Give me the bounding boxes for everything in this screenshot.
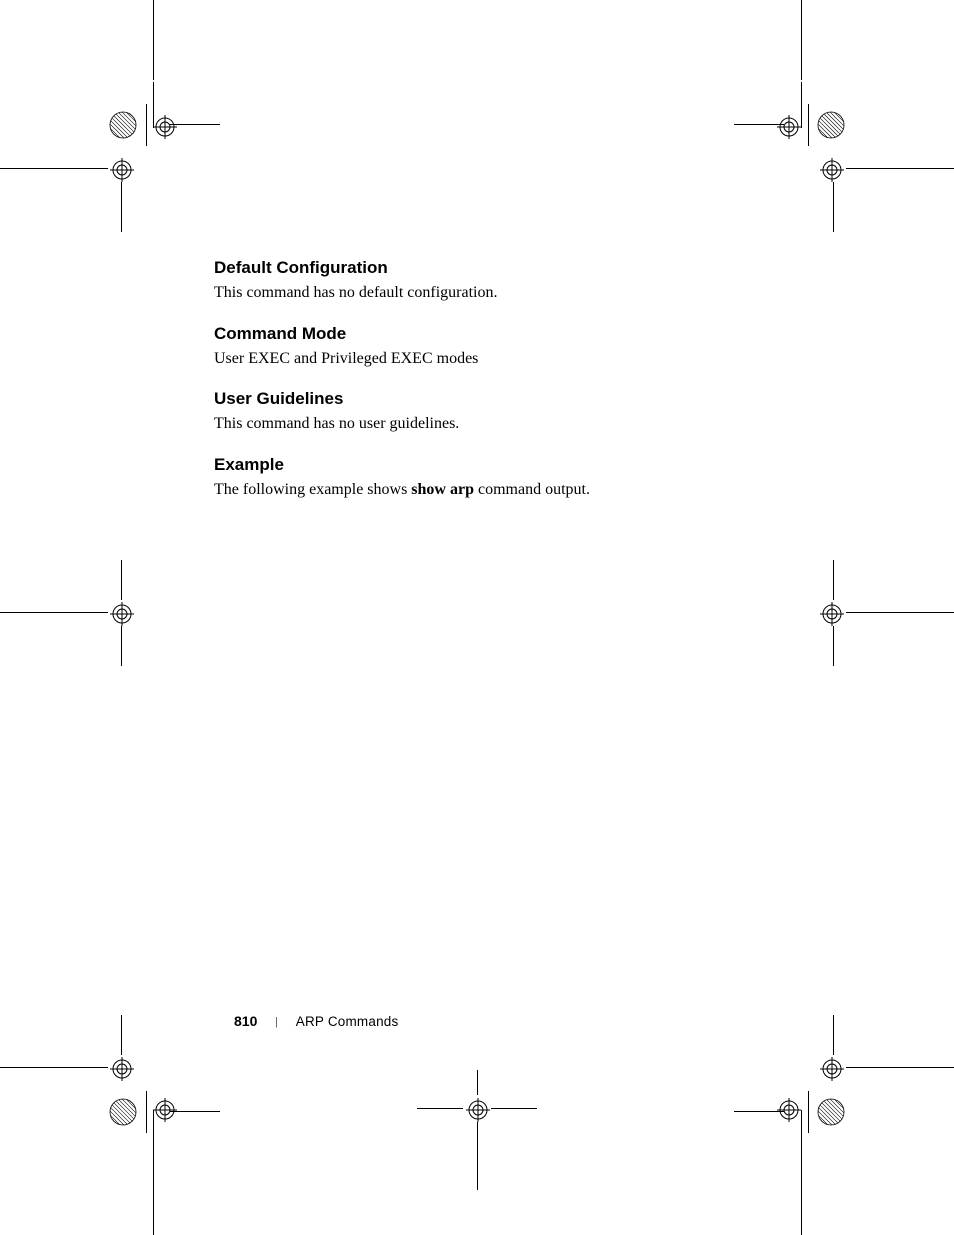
example-prefix: The following example shows	[214, 481, 411, 498]
footer-chapter-title: ARP Commands	[296, 1014, 399, 1029]
crop-mark-left-middle	[0, 560, 160, 680]
crop-mark-top-right	[734, 0, 954, 220]
body-command-mode: User EXEC and Privileged EXEC modes	[214, 348, 774, 370]
crop-mark-bottom-center	[417, 1070, 537, 1190]
crop-mark-bottom-right	[734, 1015, 954, 1235]
body-default-configuration: This command has no default configuratio…	[214, 282, 774, 304]
page-content: Default Configuration This command has n…	[214, 258, 774, 500]
heading-command-mode: Command Mode	[214, 324, 774, 344]
body-user-guidelines: This command has no user guidelines.	[214, 413, 774, 435]
example-bold: show arp	[411, 481, 474, 498]
page-footer: 810 | ARP Commands	[234, 1013, 398, 1029]
crop-mark-bottom-left	[0, 1015, 220, 1235]
body-example: The following example shows show arp com…	[214, 479, 774, 501]
heading-example: Example	[214, 455, 774, 475]
heading-default-configuration: Default Configuration	[214, 258, 774, 278]
heading-user-guidelines: User Guidelines	[214, 389, 774, 409]
footer-separator: |	[275, 1014, 277, 1029]
page-number: 810	[234, 1013, 257, 1029]
crop-mark-top-left	[0, 0, 220, 220]
example-suffix: command output.	[474, 481, 590, 498]
crop-mark-right-middle	[794, 560, 954, 680]
